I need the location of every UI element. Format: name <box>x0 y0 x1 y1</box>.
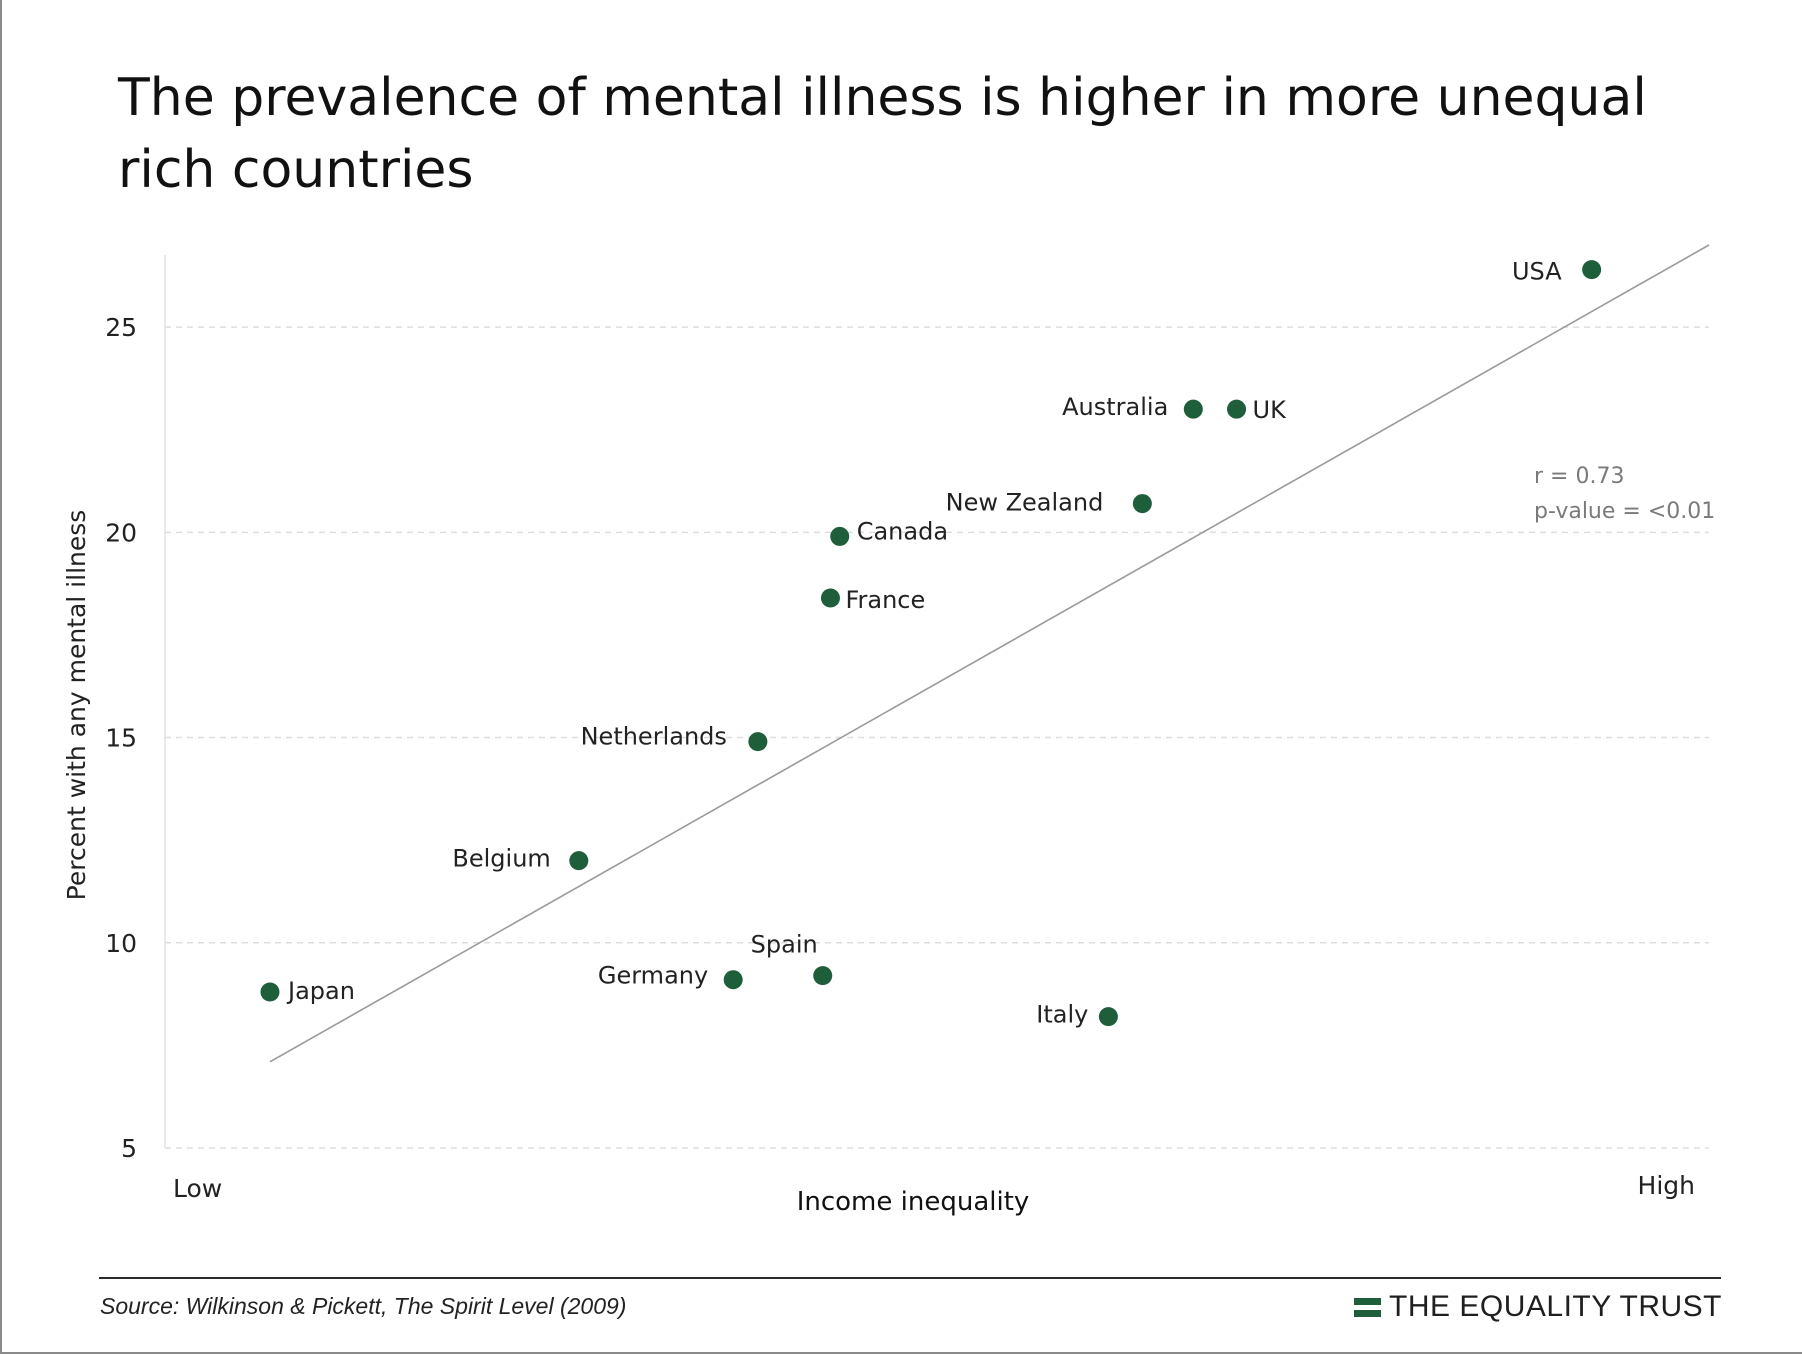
point-australia <box>1183 399 1203 419</box>
source-note: Source: Wilkinson & Pickett, The Spirit … <box>100 1293 627 1319</box>
point-netherlands <box>748 732 768 752</box>
page-title: The prevalence of mental illness is high… <box>118 68 1647 200</box>
point-label-spain: Spain <box>751 931 818 959</box>
point-canada <box>830 526 850 546</box>
x-tick-high: High <box>1638 1171 1695 1200</box>
y-tick-label-10: 10 <box>105 929 137 958</box>
correlation-p: p-value = <0.01 <box>1534 499 1715 524</box>
point-belgium <box>569 851 589 871</box>
y-axis-label: Percent with any mental illness <box>62 510 91 901</box>
x-axis-label: Income inequality <box>797 1187 1030 1217</box>
point-spain <box>813 966 833 986</box>
y-tick-label-25: 25 <box>105 313 137 342</box>
point-label-italy: Italy <box>1036 1001 1088 1029</box>
y-tick-label-15: 15 <box>105 724 137 753</box>
equality-trust-logo-icon <box>1354 1297 1382 1317</box>
brand-logo: THE EQUALITY TRUST <box>1354 1290 1722 1324</box>
point-france <box>820 588 840 608</box>
point-label-japan: Japan <box>286 977 355 1005</box>
y-tick-labels: 5 10 15 20 25 <box>105 313 137 1163</box>
grid-layer <box>165 326 1709 1149</box>
point-italy <box>1098 1007 1118 1027</box>
point-japan <box>260 982 280 1002</box>
point-label-australia: Australia <box>1062 393 1168 421</box>
data-points <box>260 260 1602 1027</box>
footer-divider <box>99 1277 1721 1279</box>
y-tick-label-20: 20 <box>105 518 137 547</box>
correlation-r: r = 0.73 <box>1534 464 1624 489</box>
point-label-uk: UK <box>1253 396 1288 424</box>
x-tick-low: Low <box>173 1174 222 1203</box>
y-tick-label-5: 5 <box>121 1134 137 1163</box>
point-usa <box>1582 260 1602 280</box>
point-label-netherlands: Netherlands <box>581 723 727 751</box>
point-uk <box>1227 399 1247 419</box>
point-germany <box>723 970 743 990</box>
point-new-zealand <box>1132 494 1152 514</box>
point-label-canada: Canada <box>857 517 948 545</box>
point-label-belgium: Belgium <box>452 845 550 873</box>
point-label-new-zealand: New Zealand <box>946 489 1104 517</box>
point-label-france: France <box>845 586 925 614</box>
point-label-germany: Germany <box>598 962 708 990</box>
brand-name: THE EQUALITY TRUST <box>1389 1290 1722 1323</box>
trend-line <box>269 244 1710 1063</box>
point-labels: Japan Belgium Germany Netherlands Spain Franc… <box>286 258 1562 1029</box>
point-label-usa: USA <box>1512 258 1562 286</box>
